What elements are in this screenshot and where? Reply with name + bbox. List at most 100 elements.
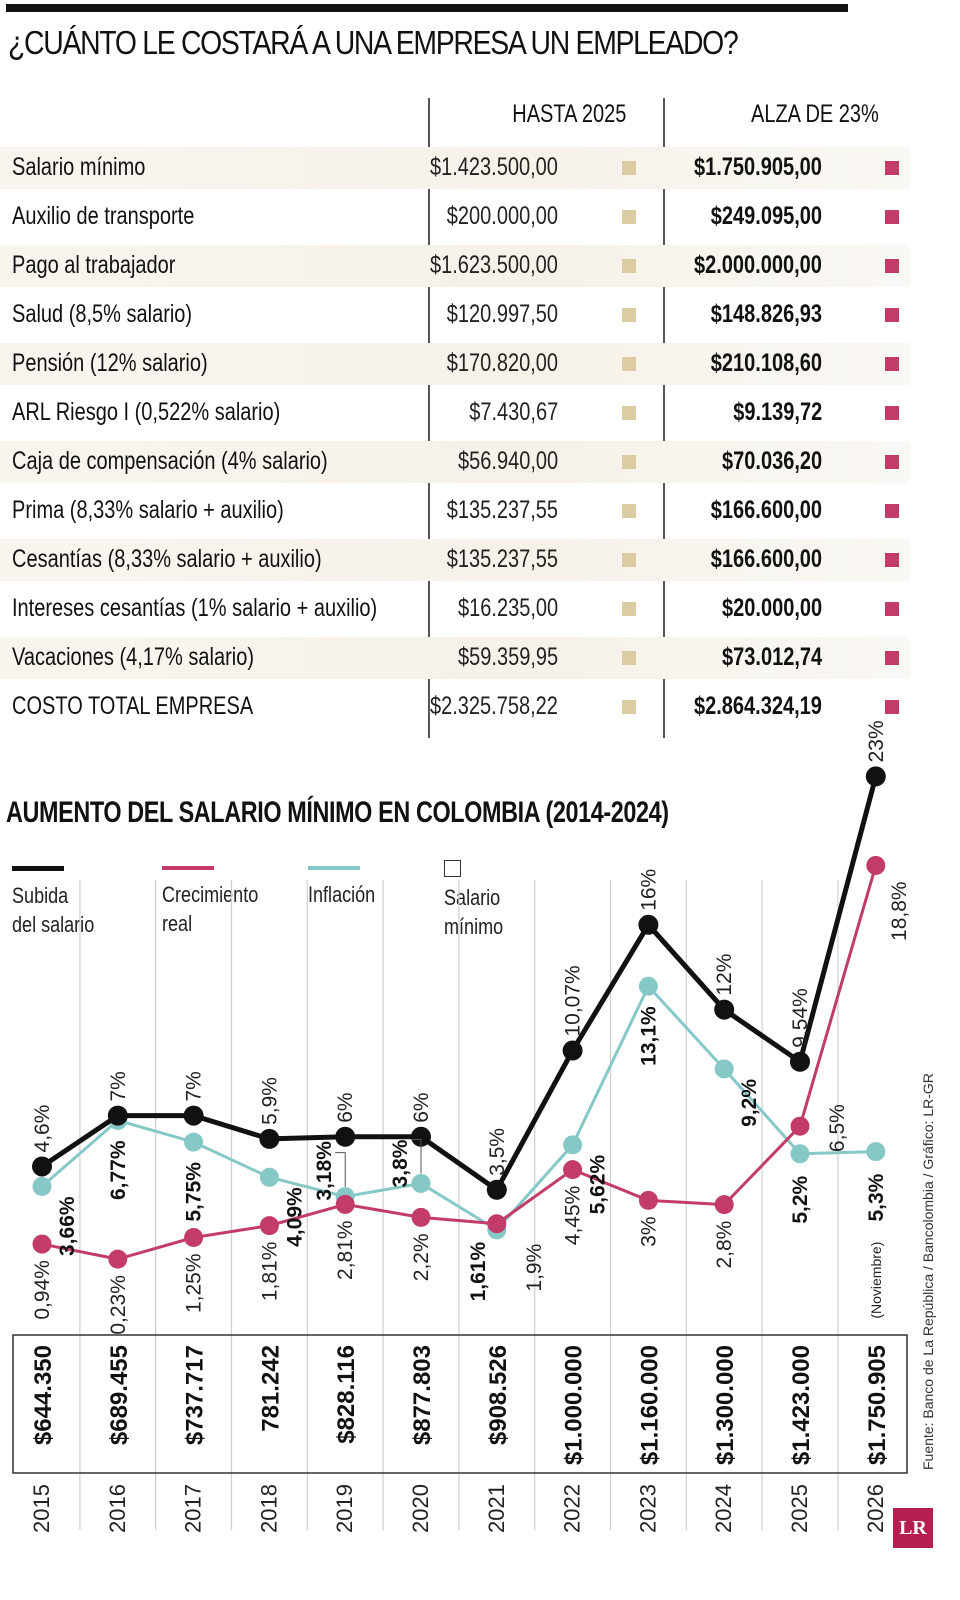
legend-crecimiento: Crecimiento real bbox=[162, 866, 279, 938]
col-header-alza-23: ALZA DE 23% bbox=[750, 100, 879, 128]
table-row: Salud (8,5% salario) $120.997,50 $148.826,… bbox=[0, 294, 910, 336]
data-label-subida: 4,6% bbox=[31, 1105, 54, 1153]
value-alza-23: $166.600,00 bbox=[710, 545, 822, 573]
value-alza-23: $2.000.000,00 bbox=[694, 251, 822, 279]
legend-salario: Salario mínimo bbox=[444, 860, 516, 941]
data-label-real: 1,9% bbox=[523, 1244, 546, 1292]
value-hasta-2025: $2.325.758,22 bbox=[430, 692, 558, 720]
legend-inflacion: Inflación bbox=[308, 866, 390, 909]
legend-label: Crecimiento real bbox=[162, 882, 259, 936]
legend-swatch bbox=[162, 866, 214, 870]
data-label-inflacion: 13,1% bbox=[637, 1006, 660, 1066]
x-tick-label: 2021 bbox=[484, 1484, 509, 1533]
data-label-subida: 6% bbox=[410, 1092, 433, 1122]
table-row: Auxilio de transporte $200.000,00 $249.095… bbox=[0, 196, 910, 238]
swatch-hasta-2025 bbox=[622, 651, 636, 665]
data-label-inflacion: 5,2% bbox=[789, 1175, 812, 1223]
value-hasta-2025: $120.997,50 bbox=[446, 300, 558, 328]
swatch-hasta-2025 bbox=[622, 308, 636, 322]
data-point bbox=[183, 1105, 204, 1126]
data-point bbox=[563, 1160, 583, 1180]
lr-logo: LR bbox=[893, 1508, 933, 1548]
row-label: ARL Riesgo I (0,522% salario) bbox=[12, 398, 281, 426]
data-point bbox=[335, 1194, 355, 1214]
data-label-subida: 7% bbox=[183, 1071, 206, 1101]
value-alza-23: $70.036,20 bbox=[721, 447, 822, 475]
chart-title: AUMENTO DEL SALARIO MÍNIMO EN COLOMBIA (… bbox=[6, 796, 669, 829]
swatch-alza-23 bbox=[885, 357, 899, 371]
value-alza-23: $2.864.324,19 bbox=[694, 692, 822, 720]
row-label: Salario mínimo bbox=[12, 153, 146, 181]
data-point bbox=[790, 1144, 810, 1164]
x-tick-label: 2022 bbox=[560, 1484, 585, 1533]
data-point bbox=[866, 1142, 886, 1162]
leader-line bbox=[335, 1152, 346, 1187]
data-label-real: 2,2% bbox=[410, 1233, 433, 1281]
legend-label: Salario mínimo bbox=[444, 885, 504, 939]
swatch-alza-23 bbox=[885, 455, 899, 469]
row-label: Intereses cesantías (1% salario + auxili… bbox=[12, 594, 378, 622]
legend-label: Inflación bbox=[308, 882, 376, 907]
swatch-hasta-2025 bbox=[622, 357, 636, 371]
series-line-inflación bbox=[41, 984, 876, 1232]
value-alza-23: $9.139,72 bbox=[733, 398, 822, 426]
data-point bbox=[790, 1051, 810, 1072]
table-row: Vacaciones (4,17% salario) $59.359,95 $73.… bbox=[0, 637, 910, 679]
data-point bbox=[259, 1128, 280, 1149]
data-point bbox=[790, 1116, 810, 1136]
swatch-hasta-2025 bbox=[622, 161, 636, 175]
data-label-subida: 9,54% bbox=[789, 988, 812, 1048]
salario-minimo-value: 781.242 bbox=[257, 1345, 284, 1432]
data-label-inflacion: 3,8% bbox=[389, 1139, 412, 1187]
data-label-real: 0,94% bbox=[31, 1260, 54, 1320]
data-point bbox=[107, 1105, 128, 1126]
value-hasta-2025: $200.000,00 bbox=[446, 202, 558, 230]
series-line-subida-del-salario bbox=[40, 775, 879, 1193]
data-label-subida: 10,07% bbox=[562, 965, 585, 1036]
data-point bbox=[32, 1234, 52, 1254]
col-header-hasta-2025: HASTA 2025 bbox=[512, 100, 627, 128]
table-row: Pensión (12% salario) $170.820,00 $210.108… bbox=[0, 343, 910, 385]
data-point bbox=[411, 1126, 431, 1147]
data-point bbox=[486, 1179, 507, 1200]
data-point bbox=[184, 1228, 204, 1247]
row-label: Cesantías (8,33% salario + auxilio) bbox=[12, 545, 322, 573]
swatch-alza-23 bbox=[885, 406, 899, 420]
data-point bbox=[562, 1040, 583, 1061]
value-alza-23: $1.750.905,00 bbox=[694, 153, 822, 181]
swatch-alza-23 bbox=[885, 259, 899, 273]
x-tick-label: 2015 bbox=[29, 1484, 54, 1533]
legend-label: Subida del salario bbox=[12, 883, 95, 937]
value-alza-23: $249.095,00 bbox=[710, 202, 822, 230]
x-tick-label: 2023 bbox=[635, 1484, 660, 1533]
salario-minimo-value: $1.750.905 bbox=[864, 1345, 891, 1465]
salario-minimo-value: $1.160.000 bbox=[636, 1345, 663, 1465]
swatch-alza-23 bbox=[885, 700, 899, 714]
swatch-alza-23 bbox=[885, 504, 899, 518]
salario-minimo-value: $877.803 bbox=[409, 1345, 436, 1445]
data-label-inflacion: 5,75% bbox=[183, 1162, 206, 1222]
data-label-subida: 3,5% bbox=[486, 1128, 509, 1176]
salario-minimo-value: $1.300.000 bbox=[712, 1345, 739, 1465]
x-tick-label: 2020 bbox=[408, 1484, 433, 1533]
row-label: Salud (8,5% salario) bbox=[12, 300, 193, 328]
x-tick-label: 2016 bbox=[105, 1484, 130, 1533]
legend-swatch bbox=[12, 866, 64, 871]
data-label-inflacion: 5,3% bbox=[865, 1173, 888, 1221]
swatch-alza-23 bbox=[885, 161, 899, 175]
value-hasta-2025: $7.430,67 bbox=[469, 398, 558, 426]
swatch-hasta-2025 bbox=[622, 259, 636, 273]
value-alza-23: $20.000,00 bbox=[721, 594, 822, 622]
x-tick-label: 2018 bbox=[256, 1484, 281, 1533]
data-point bbox=[714, 1195, 734, 1215]
row-label: Pensión (12% salario) bbox=[12, 349, 208, 377]
data-label-real: 0,23% bbox=[107, 1275, 130, 1335]
data-point bbox=[714, 1059, 734, 1079]
salario-minimo-value: $1.423.000 bbox=[788, 1345, 815, 1465]
value-hasta-2025: $1.623.500,00 bbox=[430, 251, 558, 279]
row-label: Auxilio de transporte bbox=[12, 202, 195, 230]
data-point bbox=[32, 1176, 52, 1196]
data-label-subida: 16% bbox=[637, 869, 660, 911]
